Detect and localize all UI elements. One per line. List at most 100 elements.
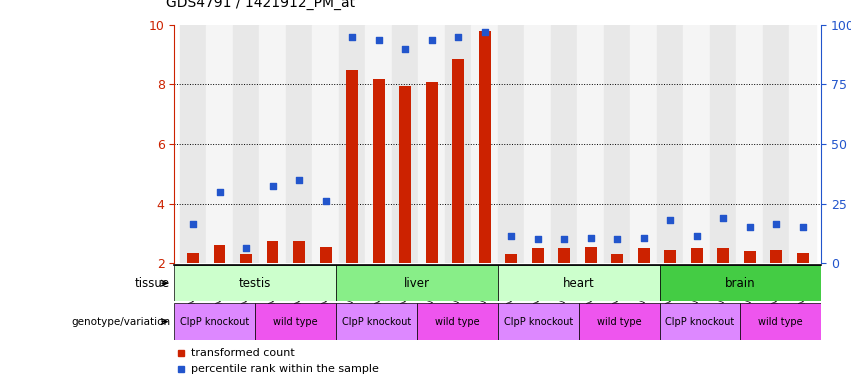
Bar xyxy=(551,25,577,263)
Bar xyxy=(604,25,631,263)
Point xyxy=(266,183,279,189)
Point xyxy=(505,233,518,239)
Bar xyxy=(174,303,255,340)
Bar xyxy=(214,245,226,263)
Bar xyxy=(631,25,657,263)
Text: heart: heart xyxy=(563,277,595,290)
Bar xyxy=(206,25,233,263)
Bar xyxy=(664,250,676,263)
Text: wild type: wild type xyxy=(597,316,642,327)
Point xyxy=(557,236,571,242)
Text: genotype/variation: genotype/variation xyxy=(71,316,170,327)
Bar xyxy=(445,25,471,263)
Point xyxy=(796,224,809,230)
Bar xyxy=(399,86,411,263)
Point xyxy=(477,29,491,35)
Point xyxy=(372,37,386,43)
Bar xyxy=(660,303,740,340)
Bar xyxy=(260,25,286,263)
Bar xyxy=(346,70,358,263)
Point xyxy=(717,215,730,222)
Text: percentile rank within the sample: percentile rank within the sample xyxy=(191,364,379,374)
Bar xyxy=(770,250,782,263)
Bar xyxy=(585,247,597,263)
Point xyxy=(346,34,359,40)
Bar xyxy=(505,254,517,263)
Point xyxy=(743,224,757,230)
Bar xyxy=(740,303,821,340)
Point xyxy=(637,235,650,241)
Bar xyxy=(524,25,551,263)
Bar xyxy=(736,25,762,263)
Point xyxy=(398,46,412,52)
Bar xyxy=(336,265,498,301)
Bar xyxy=(762,25,790,263)
Text: ClpP knockout: ClpP knockout xyxy=(665,316,734,327)
Text: GDS4791 / 1421912_PM_at: GDS4791 / 1421912_PM_at xyxy=(166,0,355,10)
Text: wild type: wild type xyxy=(758,316,803,327)
Bar xyxy=(373,79,385,263)
Text: brain: brain xyxy=(725,277,756,290)
Bar xyxy=(498,25,524,263)
Text: wild type: wild type xyxy=(435,316,480,327)
Bar xyxy=(336,303,417,340)
Bar xyxy=(611,254,623,263)
Bar xyxy=(471,25,498,263)
Point xyxy=(610,236,624,242)
Bar xyxy=(660,265,821,301)
Bar xyxy=(365,25,391,263)
Bar xyxy=(174,265,336,301)
Bar xyxy=(691,248,703,263)
Bar xyxy=(717,248,729,263)
Bar xyxy=(180,25,206,263)
Bar xyxy=(558,248,570,263)
Text: ClpP knockout: ClpP knockout xyxy=(342,316,411,327)
Bar xyxy=(579,303,660,340)
Text: liver: liver xyxy=(404,277,430,290)
Bar xyxy=(187,253,199,263)
Bar xyxy=(498,303,579,340)
Bar xyxy=(744,251,756,263)
Text: ClpP knockout: ClpP knockout xyxy=(180,316,249,327)
Point xyxy=(584,235,597,241)
Point xyxy=(425,37,438,43)
Bar xyxy=(391,25,419,263)
Point xyxy=(451,34,465,40)
Bar xyxy=(320,247,332,263)
Bar xyxy=(419,25,445,263)
Point xyxy=(213,189,226,195)
Bar xyxy=(233,25,260,263)
Bar xyxy=(637,248,649,263)
Point xyxy=(239,245,253,251)
Bar xyxy=(266,241,278,263)
Point xyxy=(531,236,545,242)
Text: transformed count: transformed count xyxy=(191,348,294,358)
Text: wild type: wild type xyxy=(273,316,318,327)
Bar xyxy=(312,25,339,263)
Point xyxy=(663,217,677,223)
Point xyxy=(769,221,783,227)
Point xyxy=(690,233,704,239)
Bar xyxy=(797,253,808,263)
Point xyxy=(292,177,306,183)
Bar xyxy=(240,254,252,263)
Bar xyxy=(532,248,544,263)
Bar xyxy=(452,59,464,263)
Bar xyxy=(577,25,604,263)
Bar xyxy=(426,81,437,263)
Bar xyxy=(657,25,683,263)
Point xyxy=(186,221,200,227)
Text: tissue: tissue xyxy=(135,277,170,290)
Bar xyxy=(286,25,312,263)
Bar xyxy=(683,25,710,263)
Bar xyxy=(293,241,305,263)
Bar xyxy=(339,25,365,263)
Bar xyxy=(417,303,498,340)
Point xyxy=(319,197,333,204)
Bar xyxy=(498,265,660,301)
Text: ClpP knockout: ClpP knockout xyxy=(504,316,573,327)
Text: testis: testis xyxy=(239,277,271,290)
Bar xyxy=(790,25,816,263)
Bar xyxy=(255,303,336,340)
Bar xyxy=(710,25,736,263)
